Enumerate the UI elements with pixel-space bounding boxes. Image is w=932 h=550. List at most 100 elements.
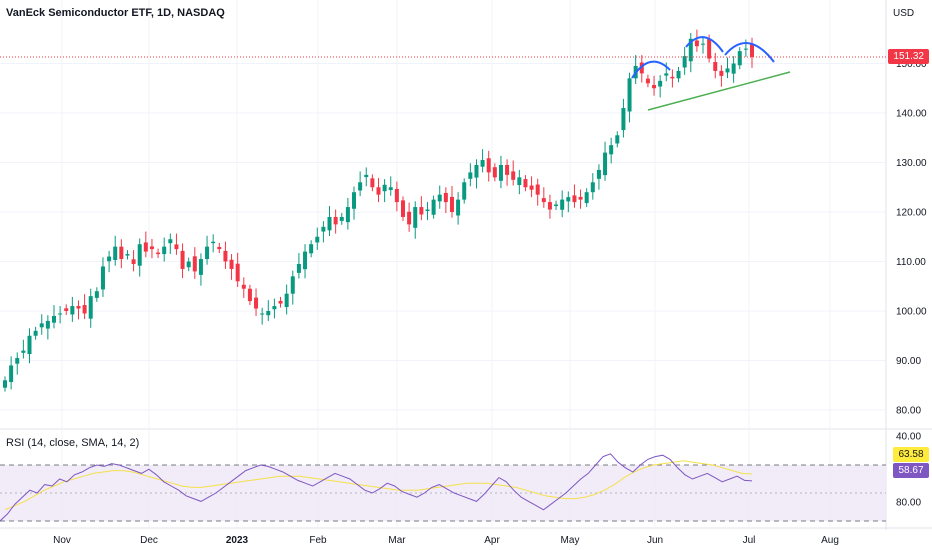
candle[interactable]: [731, 56, 736, 83]
candle[interactable]: [143, 231, 148, 258]
candle[interactable]: [278, 296, 283, 308]
time-axis-tick[interactable]: Jul: [743, 535, 756, 546]
candle[interactable]: [584, 188, 589, 208]
candle[interactable]: [449, 186, 454, 218]
candle[interactable]: [100, 257, 105, 297]
candle[interactable]: [486, 150, 491, 182]
candle[interactable]: [156, 248, 161, 259]
price-axis-tick[interactable]: 140.00: [896, 109, 927, 120]
candle[interactable]: [382, 179, 387, 203]
candle[interactable]: [474, 159, 479, 189]
candle[interactable]: [407, 202, 412, 232]
candle[interactable]: [15, 352, 20, 375]
candle[interactable]: [260, 307, 265, 325]
candle[interactable]: [186, 257, 191, 272]
candle[interactable]: [94, 287, 99, 302]
candle[interactable]: [82, 294, 87, 320]
candle[interactable]: [247, 284, 252, 306]
candle[interactable]: [431, 195, 436, 219]
price-axis-tick[interactable]: 130.00: [896, 158, 927, 169]
candle[interactable]: [468, 163, 473, 187]
candle[interactable]: [658, 75, 663, 98]
candle[interactable]: [21, 339, 26, 359]
candle[interactable]: [235, 252, 240, 287]
candle[interactable]: [241, 277, 246, 298]
candle[interactable]: [205, 235, 210, 265]
candle[interactable]: [296, 253, 301, 279]
time-axis-tick[interactable]: May: [561, 535, 580, 546]
candle[interactable]: [456, 192, 461, 225]
candle[interactable]: [339, 212, 344, 225]
candle[interactable]: [517, 169, 522, 195]
candle[interactable]: [419, 196, 424, 221]
right-shoulder-arc[interactable]: [724, 42, 775, 63]
candle[interactable]: [523, 175, 528, 192]
candle[interactable]: [352, 186, 357, 220]
candle[interactable]: [541, 187, 546, 208]
candle[interactable]: [566, 191, 571, 213]
candle[interactable]: [358, 171, 363, 197]
candle[interactable]: [670, 69, 675, 88]
candle[interactable]: [180, 243, 185, 279]
candle[interactable]: [535, 178, 540, 206]
candle[interactable]: [119, 239, 124, 269]
candle[interactable]: [633, 55, 638, 85]
price-axis-tick[interactable]: 100.00: [896, 307, 927, 318]
price-axis-tick[interactable]: 80.00: [896, 406, 921, 417]
candle[interactable]: [303, 244, 308, 279]
candle[interactable]: [505, 159, 510, 186]
candle[interactable]: [370, 174, 375, 192]
candle[interactable]: [394, 181, 399, 212]
candle[interactable]: [688, 33, 693, 73]
candle[interactable]: [107, 250, 112, 273]
candle[interactable]: [560, 190, 565, 218]
candle[interactable]: [590, 173, 595, 200]
candle[interactable]: [315, 227, 320, 250]
candle[interactable]: [254, 288, 259, 316]
candle[interactable]: [492, 163, 497, 182]
candle[interactable]: [627, 72, 632, 123]
candle[interactable]: [645, 74, 650, 88]
candle[interactable]: [652, 75, 657, 96]
time-axis-tick[interactable]: 2023: [226, 535, 249, 546]
candle[interactable]: [719, 65, 724, 87]
time-axis-tick[interactable]: Feb: [309, 535, 327, 546]
candle[interactable]: [437, 185, 442, 209]
candle[interactable]: [33, 326, 38, 340]
head-arc[interactable]: [685, 36, 724, 53]
candle[interactable]: [462, 178, 467, 204]
candle[interactable]: [333, 209, 338, 234]
candle[interactable]: [529, 176, 534, 198]
candle[interactable]: [400, 196, 405, 221]
candle[interactable]: [309, 240, 314, 258]
candle[interactable]: [51, 305, 56, 329]
candle[interactable]: [9, 356, 14, 390]
candle[interactable]: [578, 189, 583, 209]
candle[interactable]: [321, 221, 326, 243]
left-shoulder-arc[interactable]: [631, 60, 671, 79]
rsi-axis-tick[interactable]: 80.00: [896, 498, 921, 509]
price-axis-tick[interactable]: 150.00: [896, 59, 927, 70]
candle[interactable]: [284, 284, 289, 315]
candle[interactable]: [639, 55, 644, 83]
candle[interactable]: [554, 200, 559, 211]
time-axis-tick[interactable]: Dec: [140, 535, 158, 546]
candle[interactable]: [609, 137, 614, 164]
candle[interactable]: [621, 98, 626, 138]
candle[interactable]: [266, 300, 271, 321]
candle[interactable]: [125, 250, 130, 260]
candle[interactable]: [168, 233, 173, 255]
time-axis-tick[interactable]: Apr: [484, 535, 500, 546]
candle[interactable]: [137, 238, 142, 277]
candle[interactable]: [174, 233, 179, 255]
candle[interactable]: [149, 238, 154, 259]
candle[interactable]: [364, 167, 369, 187]
candle[interactable]: [547, 194, 552, 219]
candle[interactable]: [701, 36, 706, 54]
candle[interactable]: [388, 176, 393, 196]
time-axis-tick[interactable]: Jun: [647, 535, 663, 546]
candle[interactable]: [290, 270, 295, 305]
candle[interactable]: [443, 187, 448, 213]
candle[interactable]: [229, 254, 234, 280]
